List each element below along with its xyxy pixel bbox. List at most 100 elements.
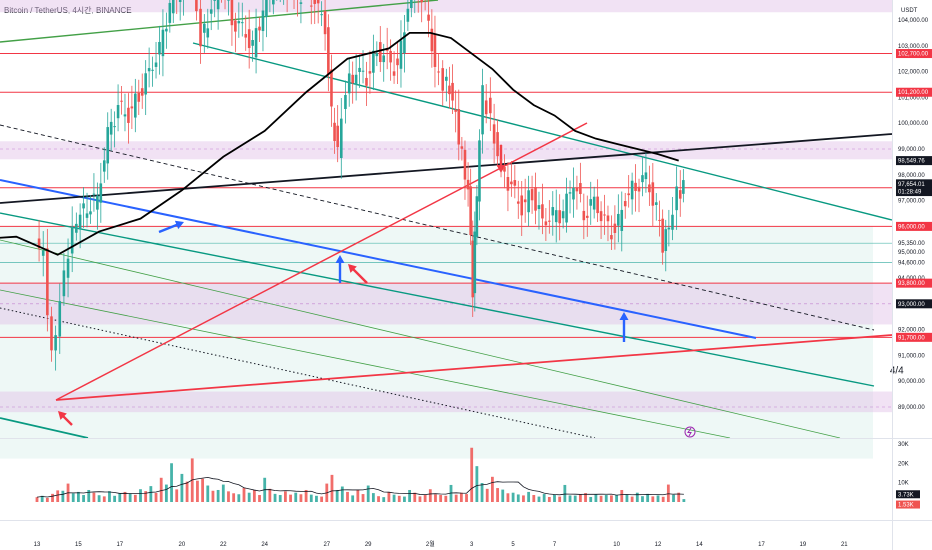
candle-body — [66, 258, 70, 278]
candle-body — [454, 109, 457, 112]
volume-bar — [480, 483, 484, 502]
volume-bar — [677, 492, 681, 502]
candle-body — [261, 10, 265, 32]
candle-body — [582, 210, 586, 221]
symbol-label: Bitcoin / TetherUS — [4, 6, 68, 15]
price-level-tag — [896, 332, 932, 342]
candle-body — [130, 106, 134, 109]
volume-bar — [620, 489, 624, 502]
time-tick-label: 19 — [800, 542, 807, 548]
candle-body — [392, 71, 396, 76]
candle-body — [478, 140, 481, 202]
candle-body — [203, 23, 206, 33]
candle-body — [471, 240, 475, 298]
candle-body — [58, 301, 62, 337]
volume-bar — [51, 493, 54, 502]
volume-bar — [247, 492, 251, 502]
volume-bar — [346, 491, 349, 502]
volume-bar — [377, 496, 380, 502]
volume-bar — [403, 496, 406, 502]
volume-bar — [320, 496, 324, 502]
volume-bar — [584, 493, 587, 502]
price-level-tag — [896, 221, 932, 231]
interval-label[interactable]: 4시간 — [72, 6, 92, 15]
candle-body — [75, 223, 78, 233]
volume-bar — [154, 492, 158, 502]
time-tick-label: 29 — [365, 542, 372, 548]
volume-bar — [144, 491, 148, 502]
candle-body — [641, 175, 644, 183]
volume-bar — [221, 484, 225, 502]
candle-body — [516, 201, 520, 204]
candle-body — [534, 187, 537, 211]
candle-body — [50, 316, 53, 351]
candle-body — [554, 210, 558, 223]
time-tick-label: 22 — [220, 542, 227, 548]
lightning-icon-glyph — [687, 427, 692, 437]
candle-body — [654, 202, 658, 205]
volume-bar — [428, 489, 432, 502]
volume-bar — [35, 497, 39, 502]
candle-body — [123, 114, 127, 117]
candle-body — [558, 210, 561, 224]
volume-bar — [294, 492, 298, 502]
price-tick-label: 91,000.00 — [898, 353, 925, 359]
volume-bar — [599, 495, 603, 502]
candle-body — [244, 34, 248, 38]
volume-bar — [408, 489, 411, 502]
candle-body — [299, 2, 303, 4]
volume-bar — [511, 492, 515, 502]
price-level-tag-label: 91,700.00 — [898, 335, 925, 341]
candle-body — [344, 95, 347, 110]
candle-body — [258, 26, 261, 31]
candle-body — [336, 125, 339, 148]
volume-bar — [397, 495, 401, 502]
candle-body — [448, 85, 451, 95]
candle-body — [82, 203, 85, 209]
candle-body — [134, 93, 137, 118]
candle-body — [544, 221, 548, 226]
blue-trend-line — [0, 179, 757, 339]
candle-body — [96, 195, 99, 210]
candle-body — [503, 167, 506, 172]
candle-body — [682, 180, 685, 194]
time-tick-label: 3 — [470, 542, 474, 548]
volume-bar — [351, 495, 355, 502]
volume-bar — [216, 489, 220, 502]
price-tick-label: 90,000.00 — [898, 379, 925, 385]
axis-value-tag-label: 01:28:49 — [898, 190, 922, 196]
support-level-tag — [896, 238, 932, 248]
volume-bar — [113, 495, 117, 502]
candle-body — [596, 196, 599, 214]
time-tick-label: 24 — [261, 542, 268, 548]
price-tick-label: 97,000.00 — [898, 199, 925, 205]
volume-bar — [485, 488, 489, 502]
price-tick-label: 92,000.00 — [898, 328, 925, 334]
candle-body — [161, 29, 165, 57]
blue-arrow-shaft — [158, 223, 179, 234]
time-tick-label: 17 — [758, 542, 765, 548]
volume-bar — [258, 495, 261, 502]
price-tick-label: 103,000.00 — [898, 44, 929, 50]
support-level-tag-label: 95,350.00 — [898, 241, 925, 247]
candle-body — [372, 50, 375, 73]
candle-body — [227, 0, 230, 1]
descending-channel-top — [192, 42, 893, 221]
candle-body — [309, 5, 313, 7]
candle-body — [382, 55, 386, 63]
volume-bar — [635, 492, 639, 502]
volume-bar — [45, 497, 49, 502]
candle-body — [127, 107, 130, 123]
price-level-tag-label: 93,800.00 — [898, 281, 925, 287]
candle-body — [481, 85, 484, 135]
candle-body — [216, 0, 220, 10]
candle-body — [527, 190, 530, 213]
candle-body — [137, 92, 141, 102]
candle-body — [568, 192, 572, 194]
time-tick-label: 13 — [34, 542, 41, 548]
volume-bar — [278, 495, 282, 502]
volume-tick-label: 10K — [898, 481, 909, 487]
candle-body — [579, 183, 582, 195]
candle-body — [330, 69, 333, 107]
